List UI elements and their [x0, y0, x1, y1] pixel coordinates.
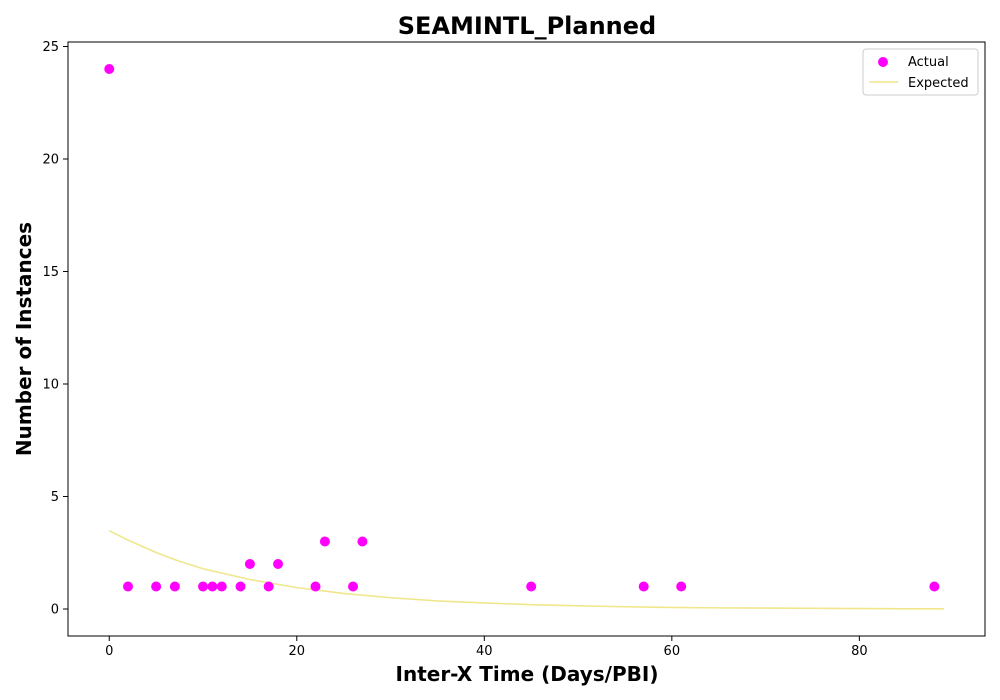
- actual-point: [198, 581, 209, 592]
- actual-point: [638, 581, 649, 592]
- actual-point: [123, 581, 134, 592]
- y-tick-label: 25: [42, 40, 59, 55]
- legend-actual-marker: [878, 57, 888, 67]
- actual-point: [263, 581, 274, 592]
- expected-line: [108, 529, 944, 610]
- y-tick-label: 5: [51, 490, 59, 505]
- x-tick-label: 40: [476, 644, 493, 659]
- actual-point: [348, 581, 359, 592]
- legend-actual-label: Actual: [908, 55, 949, 70]
- actual-point: [244, 559, 255, 569]
- actual-point: [526, 581, 537, 592]
- actual-point: [235, 581, 246, 592]
- actual-point: [310, 581, 321, 592]
- x-tick-label: 80: [851, 644, 868, 659]
- actual-point: [357, 536, 368, 547]
- axes-frame: [67, 41, 986, 637]
- actual-point: [151, 581, 162, 592]
- y-axis-label: Number of Instances: [12, 222, 36, 456]
- actual-point: [207, 581, 218, 592]
- actual-point: [929, 581, 940, 592]
- actual-point: [319, 536, 330, 547]
- legend-expected-label: Expected: [908, 76, 969, 91]
- plot-area: 0 20 40 60 80 0 5 10 15 20 25 Actual Expected: [42, 40, 986, 659]
- legend-box: [862, 48, 979, 96]
- x-tick-label: 60: [664, 644, 681, 659]
- y-tick-label: 0: [51, 603, 59, 618]
- actual-point: [104, 64, 115, 74]
- actual-point: [273, 559, 284, 569]
- actual-point: [169, 581, 180, 592]
- x-tick-label: 20: [289, 644, 306, 659]
- actual-point: [676, 581, 687, 592]
- y-tick-label: 15: [42, 265, 59, 280]
- x-axis-label: Inter-X Time (Days/PBI): [396, 662, 659, 686]
- y-tick-label: 20: [42, 153, 59, 168]
- x-tick-label: 0: [105, 644, 113, 659]
- y-tick-label: 10: [42, 378, 59, 393]
- chart-title: SEAMINTL_Planned: [398, 12, 656, 40]
- actual-point: [216, 581, 227, 592]
